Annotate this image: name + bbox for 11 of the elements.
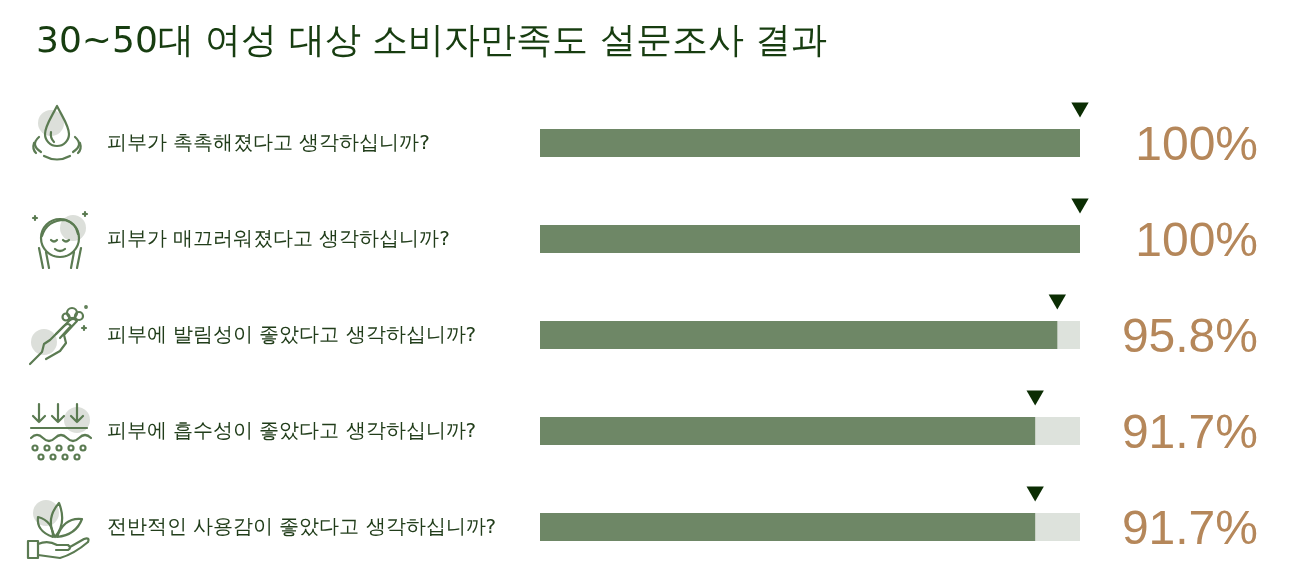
- data-label: 100%: [1135, 117, 1258, 170]
- chart-title: 30~50대 여성 대상 소비자만족도 설문조사 결과: [36, 19, 827, 60]
- y-tick-label: 전반적인 사용감이 좋았다고 생각하십니까?: [106, 514, 497, 538]
- y-tick-label: 피부에 흡수성이 좋았다고 생각하십니까?: [106, 418, 477, 442]
- y-tick-label: 피부에 발림성이 좋았다고 생각하십니까?: [106, 322, 477, 346]
- data-label: 95.8%: [1121, 309, 1258, 362]
- data-label: 91.7%: [1121, 501, 1258, 554]
- y-tick-label: 피부가 촉촉해졌다고 생각하십니까?: [106, 130, 430, 154]
- data-label: 100%: [1135, 213, 1258, 266]
- y-tick-label: 피부가 매끄러워졌다고 생각하십니까?: [106, 226, 450, 250]
- data-label: 91.7%: [1121, 405, 1258, 458]
